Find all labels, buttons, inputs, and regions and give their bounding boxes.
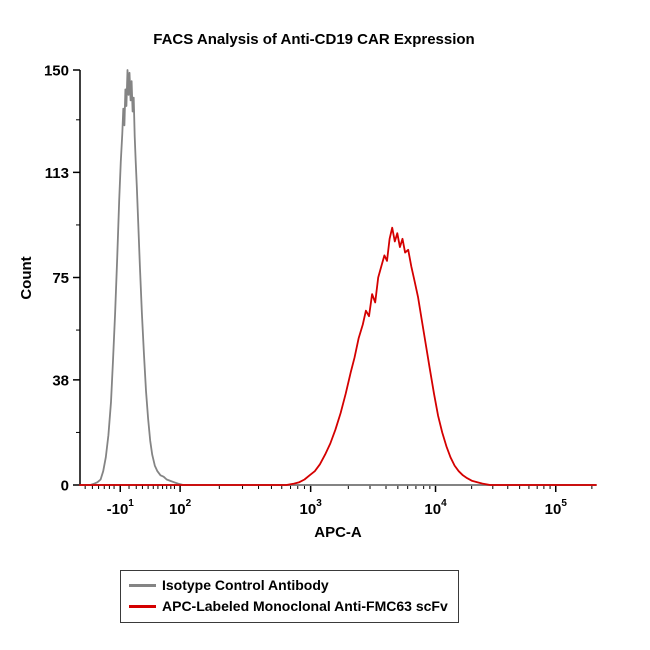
legend-item-anti-fmc63: APC-Labeled Monoclonal Anti-FMC63 scFv <box>129 598 448 614</box>
x-tick-label: 104 <box>424 498 447 518</box>
y-tick-label: 150 <box>44 63 69 80</box>
x-tick-label: 102 <box>169 498 192 518</box>
chart-title: FACS Analysis of Anti-CD19 CAR Expressio… <box>153 31 474 48</box>
series-curve-anti-fmc63 <box>79 226 597 486</box>
y-tick-label: 38 <box>52 372 69 389</box>
x-axis-label: APC-A <box>314 524 362 541</box>
legend-line-red-icon <box>129 604 156 608</box>
y-tick-label: 113 <box>45 165 69 182</box>
legend-label-anti-fmc63: APC-Labeled Monoclonal Anti-FMC63 scFv <box>162 598 448 614</box>
x-tick-label: 105 <box>545 498 568 518</box>
x-tick-label: -101 <box>107 498 135 518</box>
y-tick-label: 75 <box>52 270 69 287</box>
legend-label-isotype-control: Isotype Control Antibody <box>162 577 329 593</box>
plot-area: 0 38 75 113 150 -101 102 103 104 105 <box>44 63 597 518</box>
facs-histogram-chart: FACS Analysis of Anti-CD19 CAR Expressio… <box>18 31 597 541</box>
legend: Isotype Control Antibody APC-Labeled Mon… <box>120 570 459 623</box>
series-curve-isotype-control <box>79 69 597 486</box>
legend-item-isotype-control: Isotype Control Antibody <box>129 577 448 593</box>
x-tick-label: 103 <box>300 498 323 518</box>
y-tick-label: 0 <box>61 478 69 495</box>
y-axis-label: Count <box>18 256 35 299</box>
legend-line-gray-icon <box>129 583 156 587</box>
